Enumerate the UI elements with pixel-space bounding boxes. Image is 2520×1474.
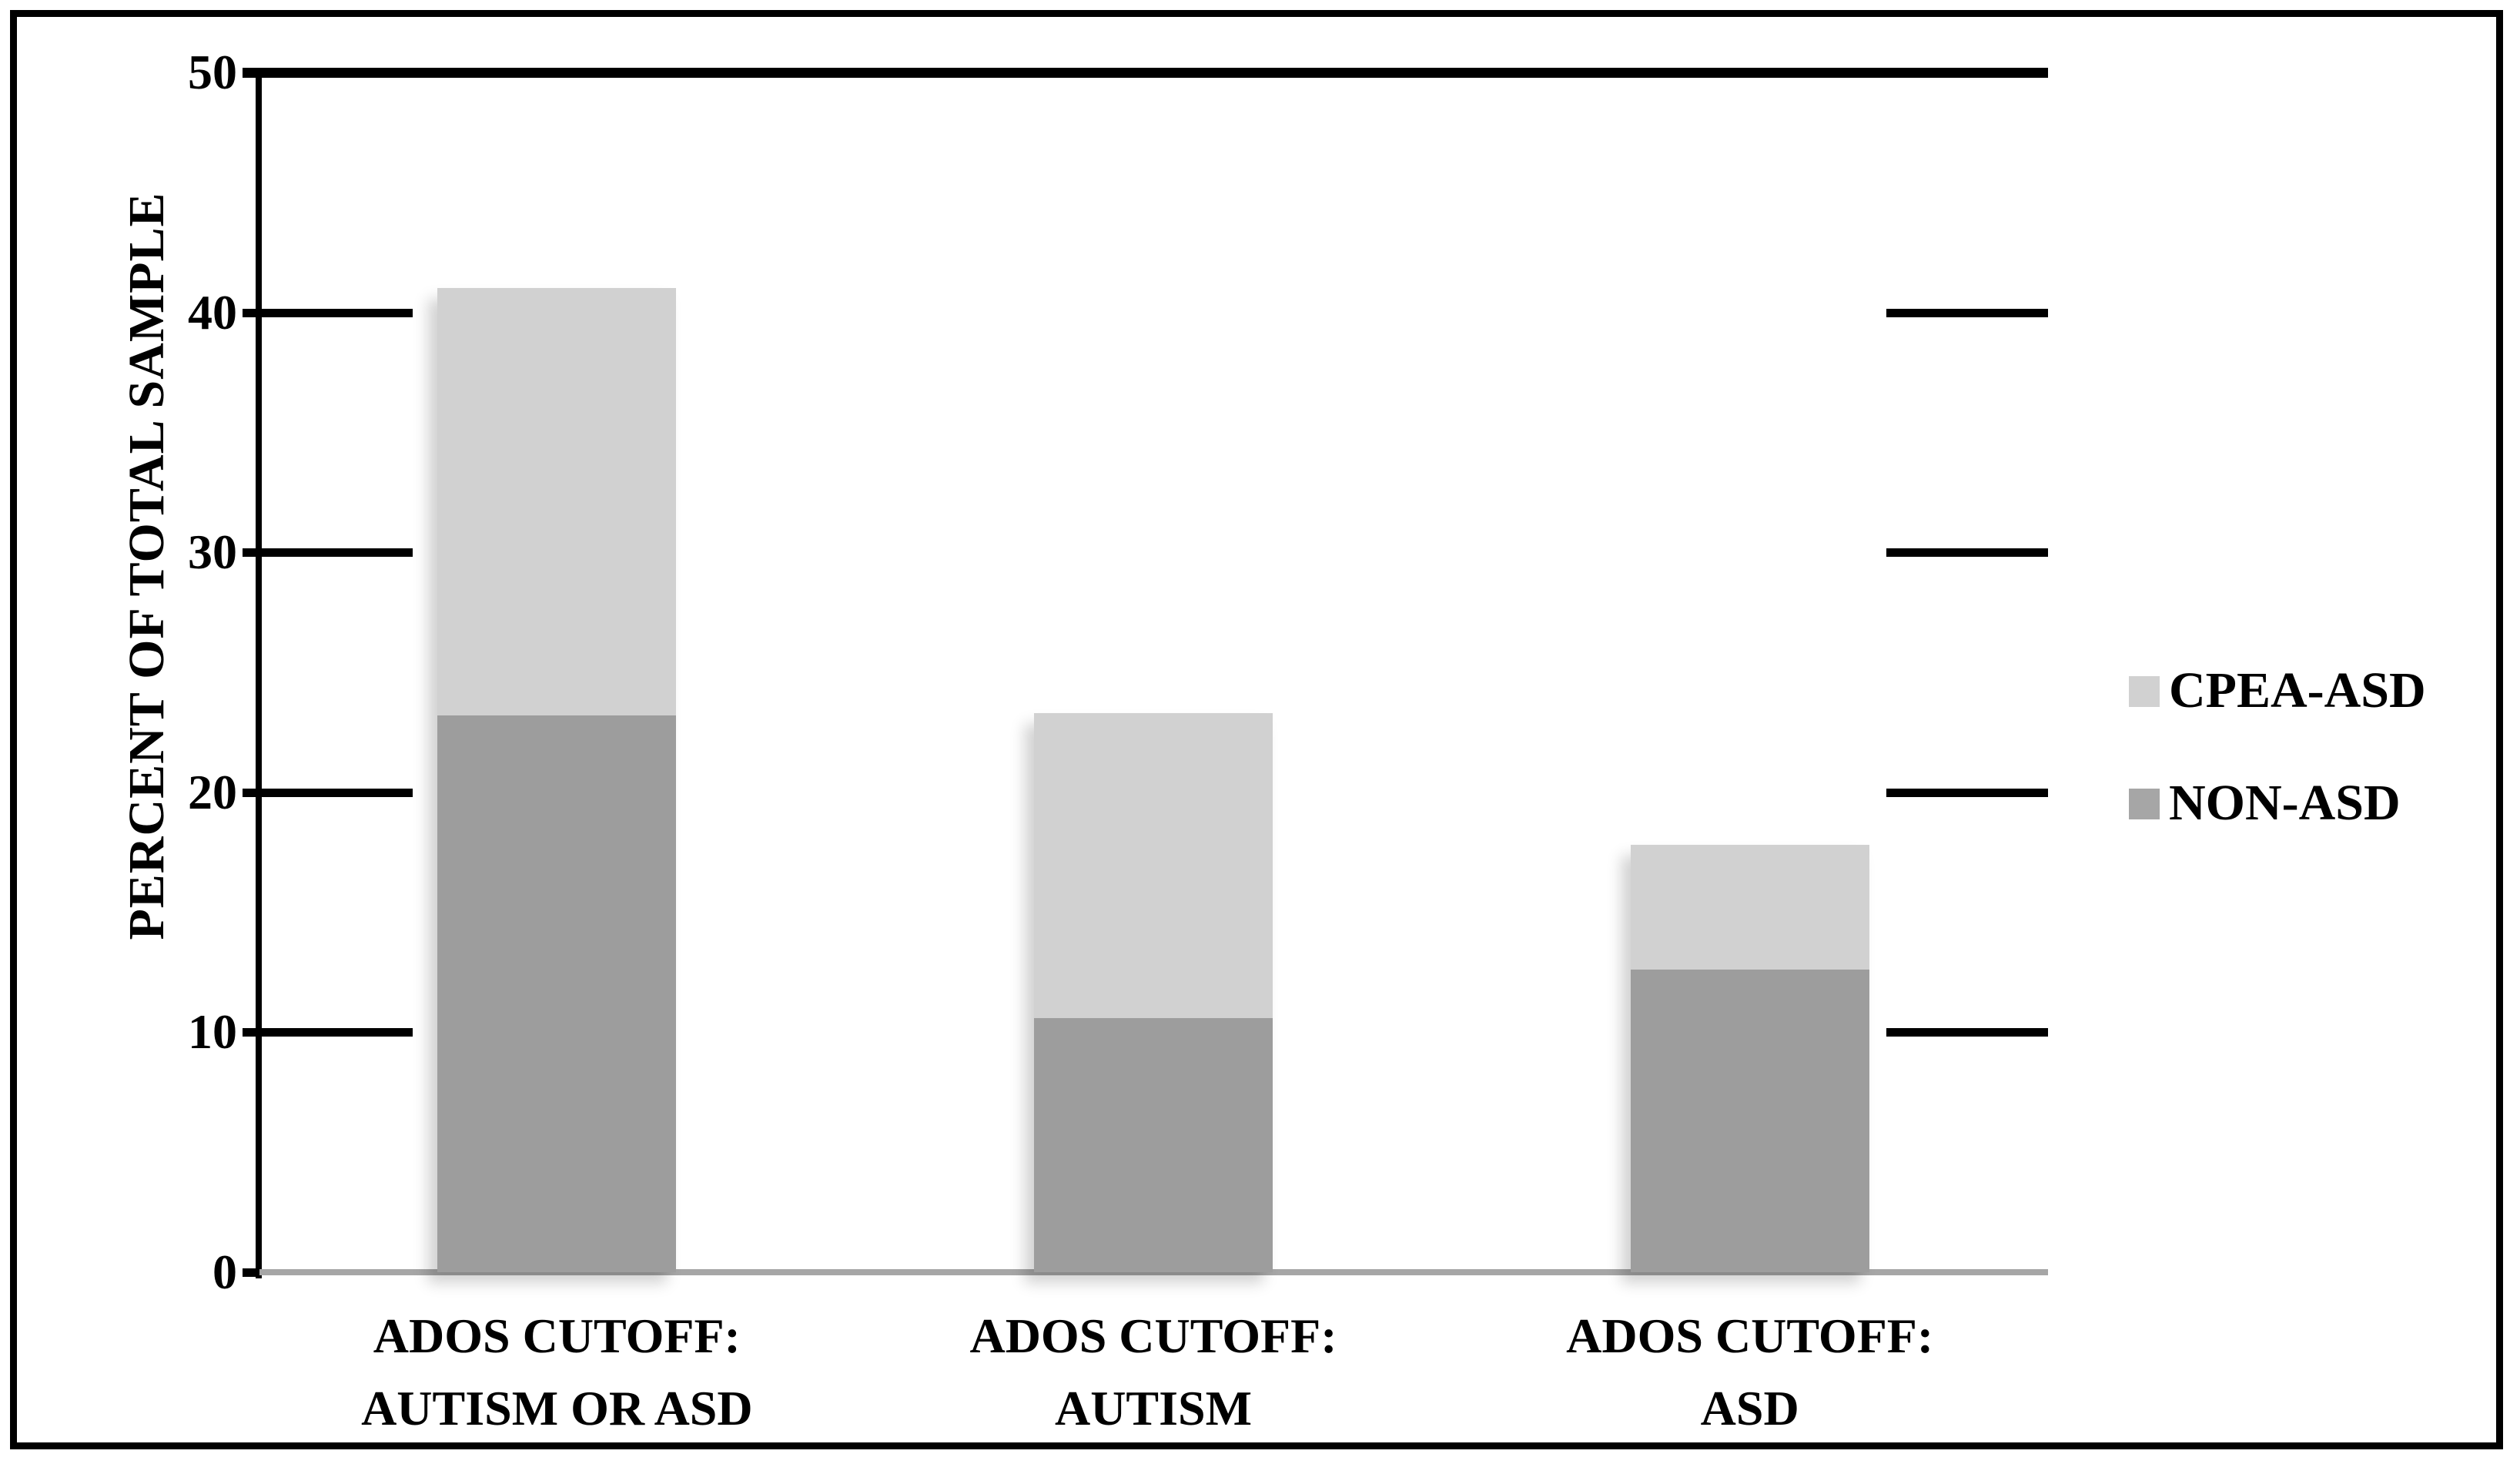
y-tick-label-10: 10 — [188, 1004, 237, 1060]
bar-segment-cpea-asd-3 — [1630, 845, 1869, 970]
x-axis-baseline — [259, 1269, 2048, 1275]
bar-stack-2 — [1034, 712, 1273, 1272]
bar-segment-cpea-asd-1 — [437, 288, 677, 716]
legend-swatch-non-asd — [2129, 789, 2160, 819]
legend-label-non-asd: NON-ASD — [2169, 775, 2401, 831]
y-tick-label-50: 50 — [188, 45, 237, 99]
bar-stack-3 — [1630, 845, 1869, 1272]
y-tick-label-40: 40 — [188, 284, 237, 340]
category-label-line2: ASD — [1700, 1381, 1799, 1435]
category-label-line1: ADOS CUTOFF: — [1566, 1308, 1934, 1363]
figure-border — [10, 10, 2503, 1449]
left-tick-20 — [243, 788, 413, 797]
category-label-line2: AUTISM — [1054, 1381, 1253, 1435]
y-tick-label-20: 20 — [188, 764, 237, 819]
category-label-2: ADOS CUTOFF: AUTISM — [768, 1300, 1538, 1445]
plot-area — [259, 72, 2048, 1272]
tick-0-stub — [243, 1268, 259, 1277]
bar-segment-non-asd-2 — [1034, 1017, 1273, 1272]
bar-stack-1 — [437, 288, 677, 1272]
gridline-50 — [243, 68, 2048, 78]
y-tick-label-30: 30 — [188, 524, 237, 580]
bar-segment-non-asd-3 — [1630, 970, 1869, 1272]
legend-swatch-cpea-asd — [2129, 676, 2160, 707]
bar-segment-cpea-asd-2 — [1034, 712, 1273, 1018]
bar-segment-non-asd-1 — [437, 715, 677, 1272]
y-tick-label-0: 0 — [213, 1245, 237, 1299]
category-label-3: ADOS CUTOFF: ASD — [1365, 1300, 2135, 1445]
left-tick-10 — [243, 1028, 413, 1037]
category-label-1: ADOS CUTOFF: AUTISM OR ASD — [172, 1300, 942, 1445]
right-tick-10 — [1886, 1028, 2048, 1037]
right-tick-30 — [1886, 548, 2048, 558]
category-label-line2: AUTISM OR ASD — [361, 1381, 753, 1435]
category-label-line1: ADOS CUTOFF: — [373, 1308, 741, 1363]
left-tick-40 — [243, 308, 413, 317]
left-tick-30 — [243, 548, 413, 558]
category-label-line1: ADOS CUTOFF: — [969, 1308, 1337, 1363]
right-tick-40 — [1886, 308, 2048, 317]
right-tick-20 — [1886, 788, 2048, 797]
legend-label-cpea-asd: CPEA-ASD — [2169, 662, 2426, 719]
y-axis-line — [256, 68, 262, 1278]
